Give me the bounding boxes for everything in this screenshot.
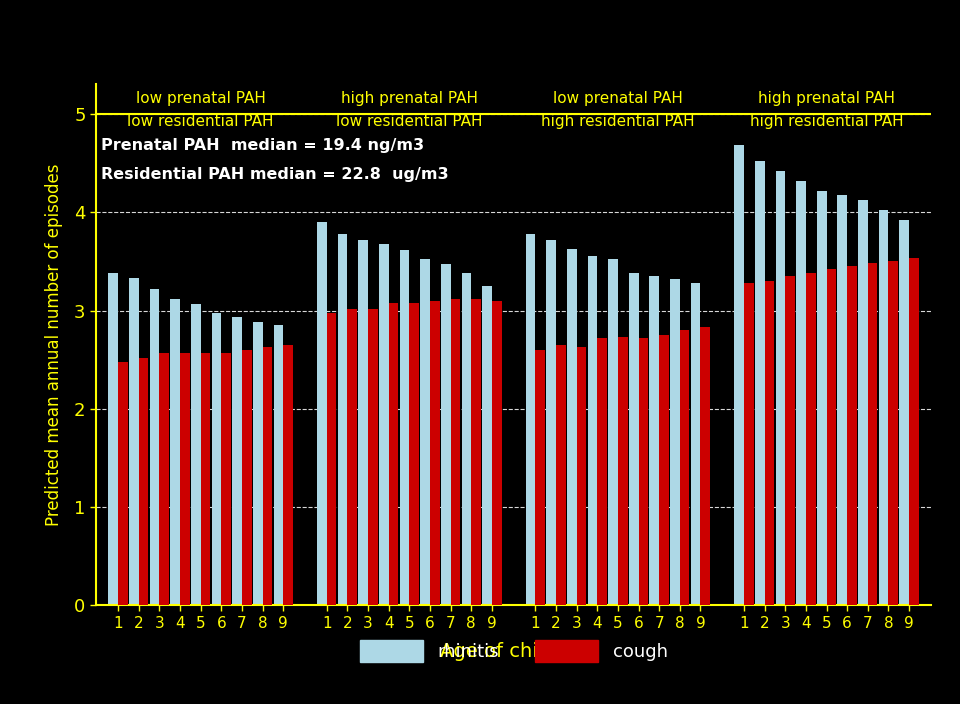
- Bar: [868, 263, 877, 605]
- Bar: [650, 276, 660, 605]
- Bar: [618, 337, 628, 605]
- Bar: [526, 234, 536, 605]
- Bar: [263, 347, 273, 605]
- Bar: [546, 240, 556, 605]
- Text: high residential PAH: high residential PAH: [750, 114, 903, 129]
- Bar: [609, 260, 618, 605]
- Bar: [909, 258, 919, 605]
- Bar: [317, 222, 326, 605]
- Bar: [796, 181, 805, 605]
- X-axis label: Age of children: Age of children: [440, 642, 588, 661]
- Bar: [691, 283, 701, 605]
- Text: high prenatal PAH: high prenatal PAH: [341, 91, 478, 106]
- Bar: [755, 161, 764, 605]
- Bar: [878, 210, 888, 605]
- Bar: [900, 220, 909, 605]
- Text: high prenatal PAH: high prenatal PAH: [758, 91, 895, 106]
- Bar: [536, 350, 545, 605]
- Bar: [492, 301, 501, 605]
- Bar: [785, 276, 795, 605]
- Text: low residential PAH: low residential PAH: [128, 114, 274, 129]
- Bar: [108, 273, 118, 605]
- Bar: [338, 234, 348, 605]
- Bar: [441, 265, 450, 605]
- Bar: [399, 250, 409, 605]
- Bar: [450, 298, 460, 605]
- Bar: [252, 322, 263, 605]
- Bar: [191, 303, 201, 605]
- Bar: [629, 273, 638, 605]
- Bar: [201, 353, 210, 605]
- Bar: [379, 244, 389, 605]
- Bar: [847, 266, 857, 605]
- Bar: [888, 261, 899, 605]
- Bar: [420, 260, 430, 605]
- Bar: [744, 283, 754, 605]
- Bar: [858, 201, 868, 605]
- Bar: [462, 273, 471, 605]
- Bar: [274, 325, 283, 605]
- Bar: [232, 318, 242, 605]
- Bar: [129, 278, 139, 605]
- Y-axis label: Predicted mean annual number of episodes: Predicted mean annual number of episodes: [45, 164, 63, 526]
- Bar: [180, 353, 190, 605]
- Bar: [430, 301, 440, 605]
- Text: low residential PAH: low residential PAH: [336, 114, 483, 129]
- Bar: [567, 249, 577, 605]
- Bar: [482, 286, 492, 605]
- Bar: [837, 194, 847, 605]
- Bar: [805, 273, 816, 605]
- Bar: [170, 298, 180, 605]
- Bar: [471, 298, 481, 605]
- Bar: [670, 279, 680, 605]
- Text: high residential PAH: high residential PAH: [541, 114, 695, 129]
- Bar: [150, 289, 159, 605]
- Bar: [348, 308, 357, 605]
- Bar: [409, 303, 419, 605]
- Bar: [680, 330, 689, 605]
- Bar: [817, 191, 827, 605]
- Legend: rhinitis, cough: rhinitis, cough: [342, 622, 685, 680]
- Text: Prenatal PAH  median = 19.4 ng/m3: Prenatal PAH median = 19.4 ng/m3: [101, 138, 424, 153]
- Bar: [211, 313, 222, 605]
- Bar: [638, 338, 648, 605]
- Bar: [734, 146, 744, 605]
- Text: low prenatal PAH: low prenatal PAH: [135, 91, 266, 106]
- Bar: [118, 362, 128, 605]
- Bar: [827, 269, 836, 605]
- Bar: [764, 281, 775, 605]
- Bar: [242, 350, 252, 605]
- Text: low prenatal PAH: low prenatal PAH: [553, 91, 683, 106]
- Bar: [358, 240, 368, 605]
- Bar: [159, 353, 169, 605]
- Bar: [588, 256, 597, 605]
- Bar: [577, 347, 587, 605]
- Bar: [660, 335, 669, 605]
- Bar: [701, 327, 710, 605]
- Bar: [222, 353, 231, 605]
- Text: Residential PAH median = 22.8  ug/m3: Residential PAH median = 22.8 ug/m3: [101, 168, 448, 182]
- Bar: [326, 313, 336, 605]
- Bar: [776, 171, 785, 605]
- Bar: [283, 345, 293, 605]
- Bar: [556, 345, 565, 605]
- Bar: [389, 303, 398, 605]
- Bar: [597, 338, 607, 605]
- Bar: [368, 308, 377, 605]
- Bar: [139, 358, 149, 605]
